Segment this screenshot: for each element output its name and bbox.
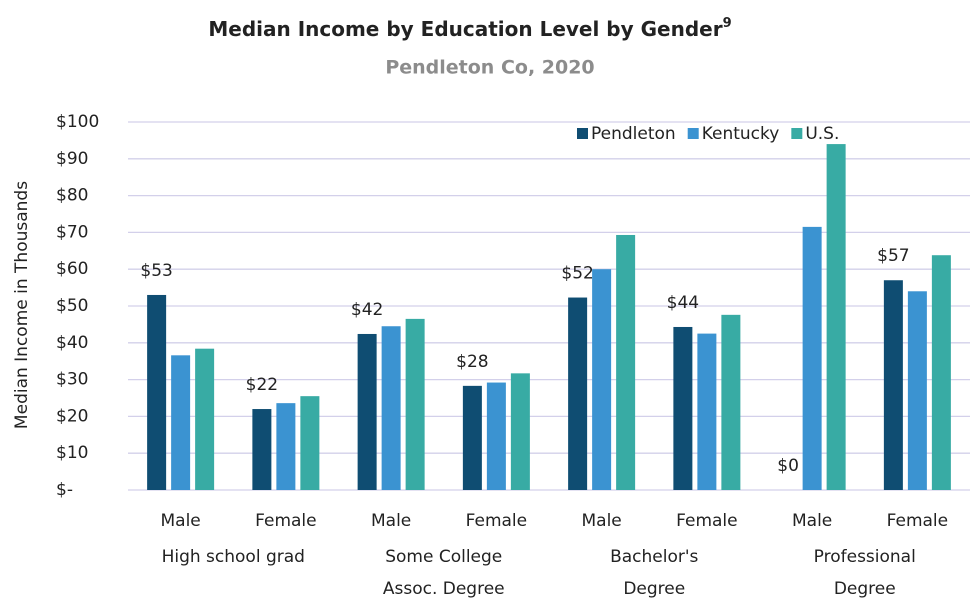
legend-label: Pendleton [591,124,676,144]
group-label: Assoc. Degree [383,579,505,599]
y-axis-label: Median Income in Thousands [12,181,32,429]
legend-swatch [687,128,699,139]
data-label: $57 [877,246,909,266]
data-label: $22 [246,375,278,395]
bar [907,291,927,490]
legend-label: Kentucky [702,124,780,144]
data-label: $0 [777,456,799,476]
group-label: Some College [385,547,502,567]
data-label: $53 [140,261,172,281]
bar [673,326,693,490]
x-tick-label: Male [581,511,621,531]
y-tick-label: $30 [56,370,88,390]
x-tick-label: Female [255,511,316,531]
x-tick-label: Male [792,511,832,531]
group-label: Bachelor's [610,547,698,567]
data-label: $52 [561,264,593,284]
bar [276,403,296,490]
bar [405,318,425,490]
legend-label: U.S. [805,124,839,144]
chart-title: Median Income by Education Level by Gend… [208,16,731,41]
bar [931,255,951,490]
y-tick-label: $100 [56,112,99,132]
group-label: Degree [834,579,896,599]
data-label: $42 [351,300,383,320]
bar [486,382,506,490]
x-tick-label: Female [466,511,527,531]
x-tick-label: Female [676,511,737,531]
bar [171,355,191,490]
y-tick-label: $50 [56,296,88,316]
bar [616,234,636,490]
y-tick-label: $60 [56,259,88,279]
y-tick-label: $40 [56,333,88,353]
bar [592,269,612,490]
y-tick-label: $90 [56,149,88,169]
data-label: $28 [456,352,488,372]
bar [568,297,588,490]
bar [826,144,846,490]
group-label: Degree [623,579,685,599]
bar [252,409,272,490]
chart-subtitle: Pendleton Co, 2020 [385,57,594,79]
legend-swatch [577,128,588,139]
bar [462,385,482,490]
bar [147,294,167,490]
bar [381,326,401,490]
y-tick-label: $70 [56,222,88,242]
x-tick-label: Female [887,511,948,531]
bar [357,333,377,490]
y-tick-label: $- [56,480,73,500]
bar [300,396,320,490]
bar [721,314,741,490]
x-tick-label: Male [160,511,200,531]
x-tick-label: Male [371,511,411,531]
group-label: Professional [814,547,916,567]
data-label: $44 [667,293,699,313]
y-tick-label: $80 [56,186,88,206]
y-tick-label: $10 [56,443,88,463]
y-tick-label: $20 [56,406,88,426]
title-text: Median Income by Education Level by Gend… [208,17,722,41]
title-note: 9 [723,16,732,31]
group-label: High school grad [162,547,305,567]
bar [510,373,530,490]
bar [195,348,215,490]
bar [802,226,822,490]
bar [883,280,903,490]
legend-swatch [791,128,803,139]
bar [697,333,717,490]
